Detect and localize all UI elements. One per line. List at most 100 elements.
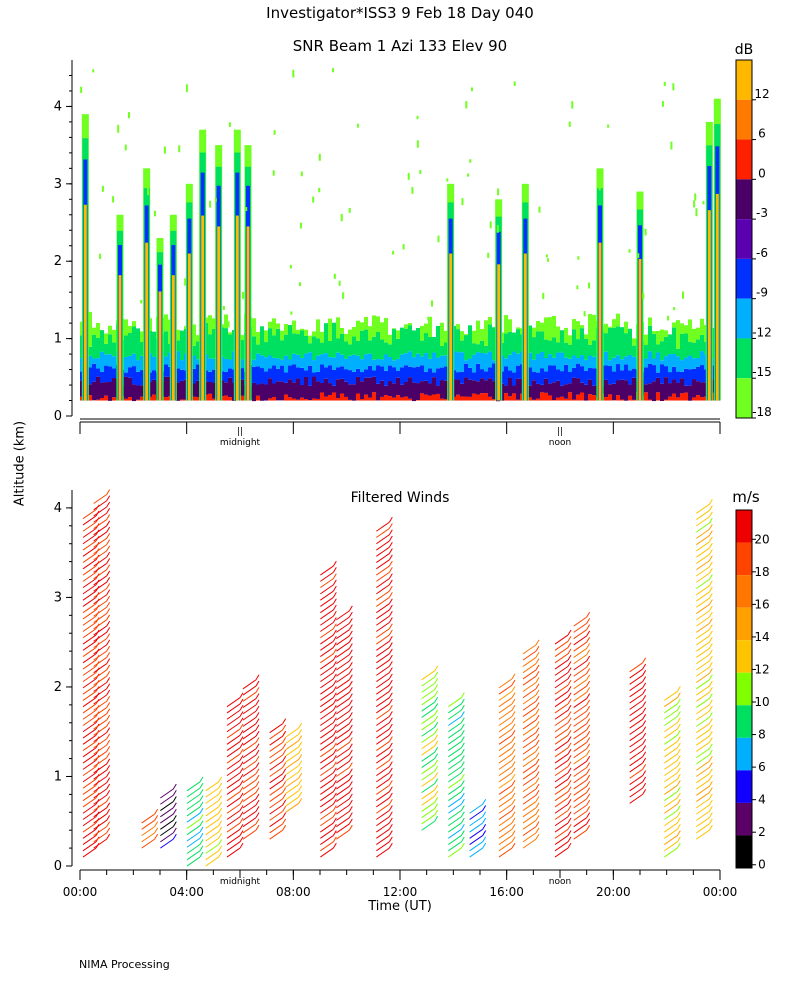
wind-barb	[82, 609, 97, 620]
snr-speckle	[576, 285, 579, 290]
wind-barb	[320, 703, 334, 714]
snr-cell	[404, 328, 408, 354]
wind-colorbar-label: 18	[754, 565, 769, 579]
wind-barb	[696, 541, 710, 552]
wind-barb-flag	[172, 790, 177, 796]
snr-cell	[352, 354, 356, 372]
wind-barb	[285, 771, 299, 782]
wind-barb-flag	[332, 755, 337, 761]
wind-barb	[93, 588, 107, 598]
wind-marker-label: midnight	[220, 877, 261, 887]
wind-barb	[664, 778, 678, 789]
snr-cell	[288, 379, 292, 398]
snr-speckle	[312, 196, 315, 203]
wind-barb-flag	[106, 733, 111, 740]
snr-cell	[408, 325, 412, 352]
wind-barb	[93, 782, 107, 793]
wind-barb-flag	[535, 702, 540, 708]
snr-speckle	[416, 140, 419, 148]
wind-barb	[573, 673, 587, 683]
wind-barb	[522, 707, 537, 717]
wind-barb-flag	[434, 734, 439, 741]
wind-barb-flag	[482, 824, 487, 830]
wind-barb-flag	[482, 798, 487, 805]
wind-barb-flag	[348, 730, 353, 737]
wind-barb	[93, 500, 107, 511]
wind-barb	[629, 687, 643, 698]
snr-cell	[276, 323, 280, 329]
wind-barb-flag	[239, 755, 244, 761]
snr-cell	[164, 331, 168, 357]
wind-barb	[269, 792, 283, 803]
snr-cell	[300, 358, 304, 368]
snr-speckle	[489, 221, 492, 229]
wind-barb	[421, 676, 435, 687]
snr-cell	[656, 372, 660, 378]
wind-barb-flag	[535, 721, 540, 727]
snr-cell	[540, 384, 544, 393]
snr-speckle	[140, 299, 143, 304]
wind-barb-flag	[708, 611, 713, 618]
snr-cell	[376, 331, 380, 360]
wind-barb-flag	[388, 830, 393, 836]
snr-cell	[536, 398, 540, 401]
wind-barb	[629, 756, 643, 767]
wind-barb	[336, 767, 350, 777]
snr-cell	[304, 377, 308, 400]
wind-barb	[82, 847, 97, 858]
wind-barb	[696, 716, 710, 727]
wind-colorbar-label: 8	[758, 728, 766, 742]
snr-cell	[620, 359, 624, 371]
snr-cell	[424, 394, 428, 401]
wind-barb-flag	[708, 730, 713, 737]
wind-barb-flag	[511, 767, 516, 774]
snr-cell	[560, 385, 564, 397]
wind-barb	[376, 691, 390, 701]
wind-barb	[82, 553, 97, 563]
wind-barb-flag	[388, 560, 393, 567]
snr-cell	[88, 311, 92, 347]
wind-barb-flag	[298, 760, 303, 766]
wind-barb	[554, 647, 569, 657]
wind-barb-flag	[642, 789, 647, 795]
wind-barb	[320, 753, 334, 764]
snr-y-tick-label: 0	[54, 409, 62, 424]
wind-barb-flag	[586, 824, 591, 831]
snr-speckle	[99, 253, 102, 259]
wind-barb	[469, 828, 483, 839]
wind-barb	[573, 704, 587, 715]
snr-cell	[332, 385, 336, 393]
snr-cell	[540, 322, 544, 332]
snr-cell	[412, 367, 416, 383]
snr-speckle	[637, 253, 640, 259]
snr-speckle	[209, 200, 212, 208]
wind-barb	[573, 716, 587, 727]
wind-barb-flag	[218, 807, 223, 814]
snr-cell	[308, 343, 312, 353]
wind-barb-flag	[434, 709, 439, 715]
wind-barb	[82, 584, 97, 595]
wind-barb-flag	[482, 805, 487, 811]
wind-barb-flag	[388, 836, 393, 843]
snr-cell	[228, 377, 232, 398]
snr-cell	[696, 395, 700, 401]
snr-cell	[388, 365, 392, 382]
wind-barb	[336, 673, 350, 683]
wind-barb-flag	[388, 623, 393, 630]
wind-barb	[82, 759, 97, 770]
wind-barb	[226, 835, 241, 845]
snr-cell	[476, 381, 480, 395]
wind-barb-flag	[106, 721, 111, 727]
snr-cell	[680, 393, 684, 401]
snr-cell	[240, 359, 244, 369]
snr-cell	[560, 396, 564, 401]
wind-barb	[242, 829, 257, 840]
wind-barb-flag	[172, 802, 177, 809]
snr-cell	[544, 371, 548, 379]
wind-barb	[141, 826, 155, 837]
wind-barb-flag	[482, 830, 487, 836]
wind-barb-flag	[676, 742, 681, 749]
snr-cell	[592, 395, 596, 401]
wind-barb-flag	[388, 805, 393, 811]
wind-barb-flag	[567, 786, 572, 792]
